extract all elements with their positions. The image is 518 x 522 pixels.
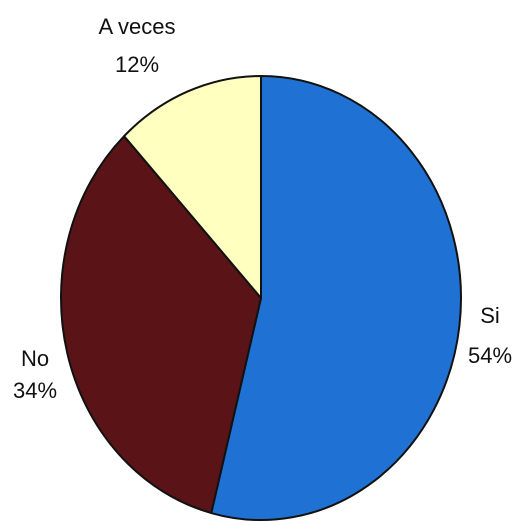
slice-label-si: Si: [480, 303, 500, 328]
pie-slice-no: [59, 135, 262, 515]
slice-label-a-veces: A veces: [98, 14, 175, 39]
slice-label-no: No: [21, 346, 49, 371]
pie-labels: Si 54% No 34% A veces 12%: [13, 14, 512, 403]
slice-percent-no: 34%: [13, 378, 57, 403]
slice-percent-a-veces: 12%: [115, 52, 159, 77]
slice-percent-si: 54%: [468, 343, 512, 368]
pie-slices: [59, 75, 462, 521]
pie-slice-a-veces: [123, 75, 262, 299]
pie-slice-si: [210, 75, 462, 521]
